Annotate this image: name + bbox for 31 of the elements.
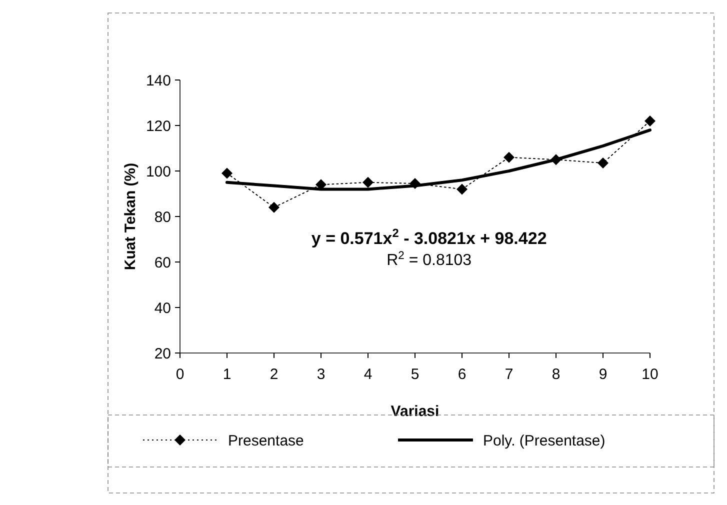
point bbox=[598, 158, 608, 169]
x-axis-title: Variasi bbox=[390, 403, 440, 420]
point bbox=[504, 152, 514, 163]
legend-label: Presentase bbox=[228, 432, 304, 450]
x-tick-label: 9 bbox=[598, 366, 608, 383]
point bbox=[222, 168, 232, 179]
x-tick-label: 1 bbox=[222, 366, 232, 383]
y-tick-label: 80 bbox=[154, 208, 171, 226]
x-tick-label: 4 bbox=[364, 366, 372, 383]
y-tick-label: 120 bbox=[146, 118, 171, 135]
y-tick-label: 40 bbox=[154, 300, 171, 317]
x-tick-label: 7 bbox=[504, 366, 514, 383]
x-tick-label: 0 bbox=[176, 366, 184, 383]
x-tick-label: 6 bbox=[458, 366, 466, 383]
annotation: R$^{2}$ = 0.8103 bbox=[386, 250, 472, 269]
point bbox=[268, 202, 280, 213]
y-axis-title: Kuat Tekan (%) bbox=[122, 162, 139, 270]
y-tick-label: 100 bbox=[146, 163, 171, 180]
point bbox=[362, 176, 374, 188]
y-tick-label: 140 bbox=[146, 72, 171, 90]
x-tick-label: 5 bbox=[410, 366, 420, 383]
x-tick-label: 2 bbox=[270, 366, 278, 383]
point bbox=[456, 184, 468, 195]
y-tick-label: 20 bbox=[154, 345, 171, 362]
point bbox=[644, 115, 656, 126]
y-tick-label: 60 bbox=[154, 254, 171, 272]
x-tick-label: 3 bbox=[316, 366, 326, 383]
annotation: y = 0.571x$^{2}$ - 3.0821x + 98.422 bbox=[311, 226, 547, 248]
legend-label: Poly. (Presentase) bbox=[483, 432, 606, 450]
x-tick-label: 8 bbox=[552, 366, 560, 383]
x-tick-label: 10 bbox=[642, 366, 658, 383]
